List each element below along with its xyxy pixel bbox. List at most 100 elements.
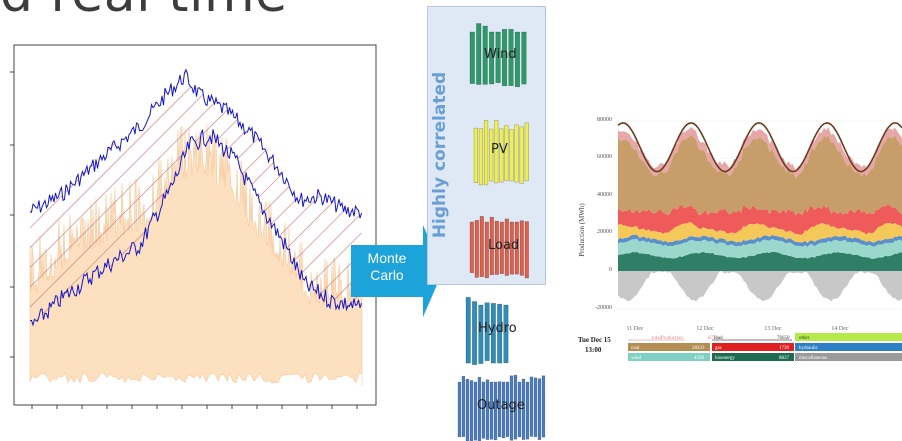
lower-bound-line xyxy=(30,129,362,327)
area-solar xyxy=(618,222,902,243)
tooltip-cell: 28433 xyxy=(692,346,705,351)
y-tick-label: 80000 xyxy=(597,117,612,123)
bar-segment xyxy=(494,120,499,184)
area-wind xyxy=(618,238,902,259)
bar-segment xyxy=(529,376,534,437)
bar-segment xyxy=(493,381,498,441)
bar-segment xyxy=(541,375,546,438)
load-curve-line xyxy=(617,122,902,173)
area-bioenergy xyxy=(618,251,902,271)
monte-carlo-label-line1: Monte xyxy=(367,250,407,266)
tooltip-row-3: wind 4568 bioenergy 8837 miscellaneous xyxy=(628,353,902,361)
x-ticks xyxy=(31,405,358,409)
bar-segment xyxy=(517,381,522,438)
hydro-label: Hydro xyxy=(478,321,517,336)
bar-segment xyxy=(476,23,482,85)
tooltip-cell: gas xyxy=(715,346,722,351)
hydro-bars-icon xyxy=(465,297,509,365)
x-tick-label: 14 Dec xyxy=(831,326,848,332)
tooltip-cell: wind xyxy=(631,356,642,361)
bar-segment xyxy=(472,301,478,365)
bar-segment xyxy=(490,303,496,364)
bar-segment xyxy=(477,376,482,441)
bar-segment xyxy=(509,375,514,441)
tooltip-cell: 8776 xyxy=(708,336,719,341)
bar-segment xyxy=(469,380,474,441)
wind-label: Wind xyxy=(484,47,517,62)
tooltip-time: 13:00 xyxy=(585,346,602,354)
bar-segment xyxy=(469,31,475,84)
bar-segment xyxy=(501,29,508,87)
bar-segment xyxy=(514,31,520,88)
bar-segment xyxy=(519,220,524,276)
bar-segment xyxy=(497,381,502,438)
monte-carlo-arrow xyxy=(351,225,443,317)
bar-segment xyxy=(483,120,489,186)
bar-segment xyxy=(533,377,538,437)
production-stacked-area-chart: Production (MWh) 80000 60000 40000 20000… xyxy=(568,100,902,370)
bar-segment xyxy=(473,127,478,183)
bar-segment xyxy=(519,126,524,184)
tooltip-cell: other xyxy=(799,336,810,341)
tooltip-cell: load xyxy=(714,336,723,341)
bar-segment xyxy=(465,297,471,364)
bar-segment xyxy=(497,303,503,364)
tooltip-cell: 4568 xyxy=(694,356,705,361)
bar-segment xyxy=(509,129,514,182)
bar-segment xyxy=(521,378,526,440)
bar-segment xyxy=(489,128,494,182)
y-tick-labels: 80000 60000 40000 20000 0 -20000 xyxy=(595,117,612,311)
bar-segment xyxy=(499,221,504,274)
monte-carlo-label: Monte Carlo xyxy=(352,250,422,284)
left-time-series-plot xyxy=(10,44,377,409)
bar-segment xyxy=(499,128,504,183)
bar-segment xyxy=(513,374,518,440)
bar-segment xyxy=(504,125,509,181)
bar-segment xyxy=(509,221,514,275)
tooltip-cell: bioenergy xyxy=(715,356,735,361)
y-tick-label: -20000 xyxy=(595,305,612,311)
tooltip-cell: 1730 xyxy=(779,346,790,351)
bar-segment xyxy=(489,381,494,440)
bar-segment xyxy=(489,31,495,85)
bar-segment xyxy=(505,381,510,437)
page-title-fragment: d real time xyxy=(0,0,288,24)
tooltip-cell: coal xyxy=(631,346,640,351)
bar-segment xyxy=(478,304,484,364)
bar-segment xyxy=(478,128,484,186)
bar-segment xyxy=(503,304,509,364)
bar-segment xyxy=(514,221,519,275)
outage-bars-icon xyxy=(457,374,546,441)
bar-segment xyxy=(514,124,519,183)
x-tick-label: 13 Dec xyxy=(764,326,781,332)
tooltip-row-1: totalProduction 8776 load 76650 other xyxy=(628,333,902,341)
stacked-areas xyxy=(616,120,902,310)
bar-segment xyxy=(465,378,470,441)
area-negative xyxy=(618,271,902,302)
y-tick-label: 20000 xyxy=(597,229,612,235)
tooltip-date: Tue Dec 15 xyxy=(578,336,611,344)
bar-segment xyxy=(504,218,509,276)
tooltip-cell: miscellaneous xyxy=(799,356,827,361)
x-tick-label: 11 Dec xyxy=(627,326,644,332)
bar-segment xyxy=(495,31,501,83)
bar-segment xyxy=(469,221,474,273)
y-tick-label: 40000 xyxy=(597,192,612,198)
area-gas xyxy=(618,204,902,235)
pv-label: PV xyxy=(491,142,508,157)
bar-segment xyxy=(537,378,542,440)
y-tick-label: 0 xyxy=(609,267,612,273)
y-ticks xyxy=(10,71,14,358)
bar-segment xyxy=(501,381,506,439)
bar-segment xyxy=(484,302,490,361)
bar-segment xyxy=(494,220,499,275)
bar-segment xyxy=(482,25,488,85)
outage-label: Outage xyxy=(477,398,525,413)
bar-segment xyxy=(485,379,490,440)
upper-bound-line xyxy=(29,68,362,219)
bar-segment xyxy=(479,216,484,277)
area-other xyxy=(618,127,902,179)
tooltip-panel: Tue Dec 15 13:00 totalProduction 8776 lo… xyxy=(578,333,902,361)
tooltip-cell: 8837 xyxy=(779,356,790,361)
